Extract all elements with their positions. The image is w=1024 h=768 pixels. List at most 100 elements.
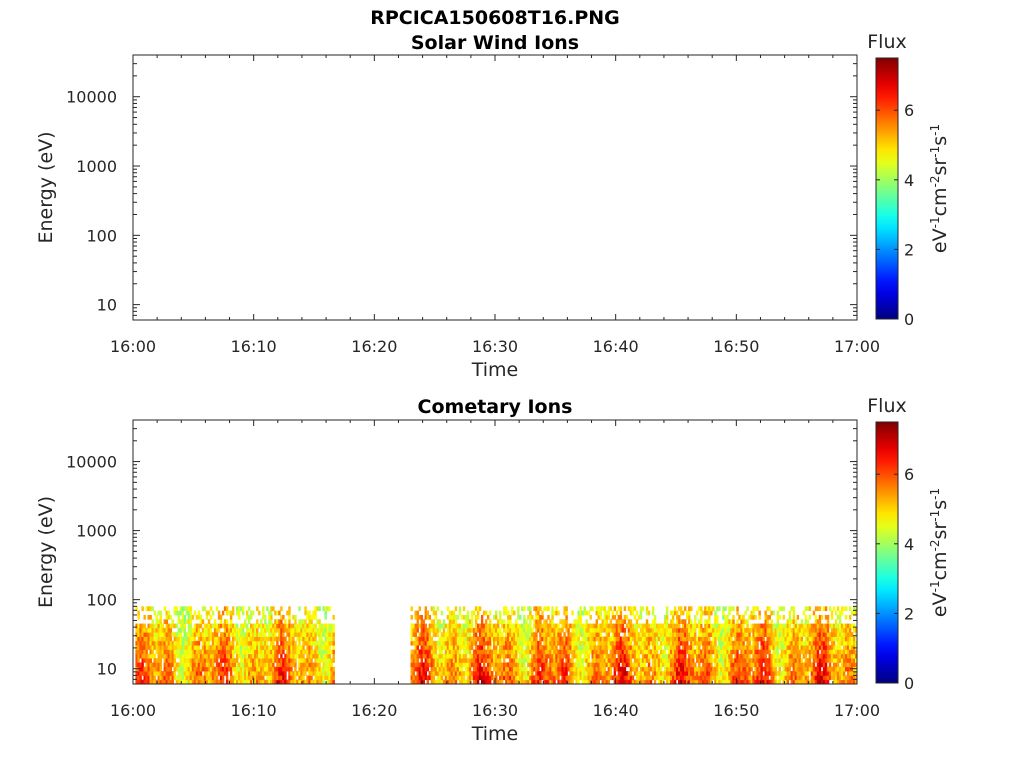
spectrogram-cell [306,610,309,616]
spectrogram-cell [456,658,460,663]
spectrogram-cell [810,645,814,650]
spectrogram-cell [671,632,675,637]
spectrogram-cell [151,675,154,681]
spectrogram-cell [842,640,846,646]
spectrogram-cell [730,653,733,659]
spectrogram-cell [215,675,219,681]
spectrogram-cell [476,623,480,629]
spectrogram-cell [754,636,757,642]
spectrogram-cell [499,614,502,620]
spectrogram-cell [274,666,277,672]
spectrogram-cell [651,627,655,633]
spectrogram-cell [738,640,741,646]
spectrogram-cell [852,627,856,633]
spectrogram-cell [284,666,287,672]
spectrogram-cell [244,658,247,663]
spectrogram-cell [617,679,621,685]
spectrogram-cell [503,645,506,650]
spectrogram-cell [205,623,209,629]
spectrogram-cell [422,619,426,624]
spectrogram-cell [262,610,265,616]
spectrogram-cell [428,614,432,620]
spectrogram-cell [424,632,428,637]
spectrogram-cell [776,653,779,659]
spectrogram-cell [264,640,267,646]
spectrogram-cell [452,649,456,655]
spectrogram-cell [195,632,199,637]
spectrogram-cell [730,675,733,681]
spectrogram-cell [324,606,327,612]
spectrogram-cell [577,671,580,676]
spectrogram-cell [671,645,675,650]
spectrogram-cell [754,653,757,659]
spectrogram-cell [539,623,542,629]
spectrogram-cell [720,640,723,646]
spectrogram-cell [635,649,639,655]
spectrogram-cell [828,649,832,655]
spectrogram-cell [617,675,621,681]
spectrogram-cell [688,627,691,633]
spectrogram-cell [613,658,617,663]
spectrogram-cell [549,675,552,681]
spectrogram-cell [153,675,156,681]
spectrogram-cell [659,679,663,685]
spectrogram-cell [434,623,438,629]
spectrogram-cell [694,636,697,642]
spectrogram-cell [850,632,854,637]
spectrogram-cell [181,640,185,646]
spectrogram-cell [225,649,229,655]
spectrogram-cell [712,658,715,663]
spectrogram-cell [838,658,842,663]
spectrogram-cell [488,675,492,681]
spectrogram-cell [804,666,808,672]
spectrogram-cell [836,623,840,629]
spectrogram-cell [175,640,179,646]
spectrogram-cell [718,679,721,685]
spectrogram-cell [139,623,142,629]
spectrogram-cell [201,632,205,637]
spectrogram-cell [460,679,464,685]
spectrogram-cell [754,671,757,676]
spectrogram-cell [645,619,649,624]
spectrogram-cell [511,658,514,663]
spectrogram-cell [432,610,436,616]
spectrogram-cell [846,653,850,659]
spectrogram-cell [531,636,534,642]
spectrogram-cell [696,675,699,681]
spectrogram-cell [663,619,667,624]
spectrogram-cell [760,636,763,642]
spectrogram-cell [846,666,850,672]
spectrogram-cell [511,632,514,637]
spectrogram-cell [523,653,526,659]
spectrogram-cell [288,666,291,672]
spectrogram-cell [145,658,148,663]
spectrogram-cell [452,675,456,681]
spectrogram-cell [497,627,500,633]
spectrogram-cell [320,679,323,685]
spectrogram-cell [181,649,185,655]
spectrogram-cell [151,623,154,629]
spectrogram-cell [764,649,767,655]
spectrogram-cell [183,632,187,637]
spectrogram-cell [788,632,792,637]
spectrogram-cell [248,645,251,650]
spectrogram-cell [772,636,775,642]
spectrogram-cell [786,679,790,685]
spectrogram-cell [762,645,765,650]
spectrogram-cell [535,627,538,633]
spectrogram-cell [209,649,213,655]
spectrogram-cell [308,627,311,633]
spectrogram-cell [231,627,235,633]
spectrogram-cell [452,619,456,624]
spectrogram-cell [838,636,842,642]
spectrogram-cell [619,671,623,676]
spectrogram-cell [159,640,162,646]
spectrogram-cell [430,623,434,629]
spectrogram-cell [533,619,536,624]
spectrogram-cell [756,632,759,637]
spectrogram-cell [503,649,506,655]
spectrogram-cell [147,675,150,681]
spectrogram-cell [535,619,538,624]
spectrogram-cell [726,653,729,659]
spectrogram-cell [436,662,440,668]
